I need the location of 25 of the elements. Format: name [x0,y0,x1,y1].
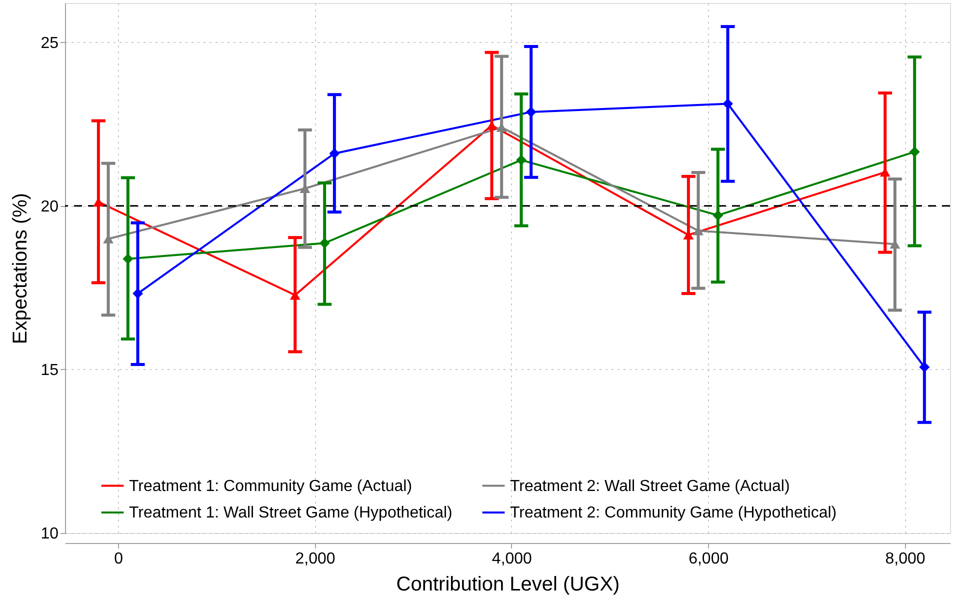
point [122,254,134,264]
x-tick-label: 0 [114,550,124,568]
x-tick-label: 6,000 [688,550,729,568]
x-axis-title: Contribution Level (UGX) [396,574,620,596]
point [909,146,920,158]
legend-label: Treatment 1: Community Game (Actual) [129,478,412,495]
y-axis-title: Expectations (%) [10,192,32,344]
y-tick-label: 10 [40,526,59,542]
point [526,106,536,118]
point [712,210,724,221]
point [919,362,930,372]
y-tick-label: 25 [40,34,59,52]
legend-label: Treatment 2: Wall Street Game (Actual) [510,478,790,495]
x-tick-label: 4,000 [492,550,532,568]
point [132,288,144,299]
point [722,98,734,110]
point [516,154,527,166]
legend-label: Treatment 1: Wall Street Game (Hypothetical) [129,504,452,522]
x-tick-label: 2,000 [295,550,336,568]
legend-label: Treatment 2: Community Game (Hypothetical) [510,504,837,522]
x-tick-label: 8,000 [885,550,926,568]
y-tick-label: 15 [40,362,59,379]
y-tick-label: 20 [40,198,59,216]
point [329,148,340,159]
point [319,238,330,248]
